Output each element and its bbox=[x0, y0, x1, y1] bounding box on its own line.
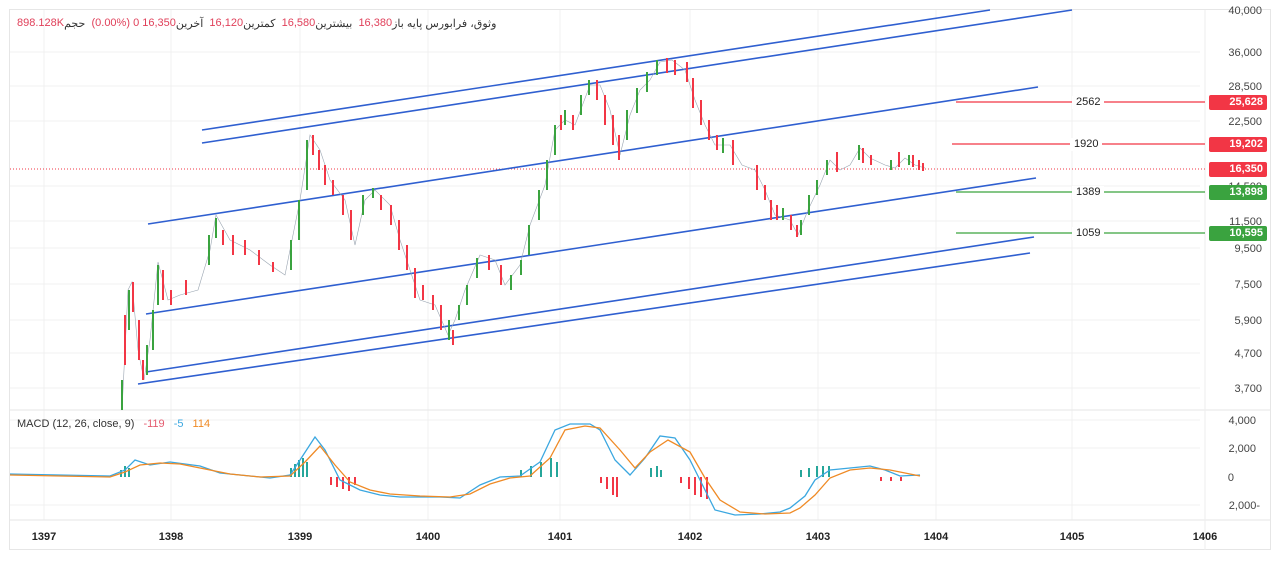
time-axis[interactable]: 1397 1398 1399 1400 1401 1402 1403 1404 … bbox=[32, 531, 1217, 543]
change-value: 0 (0.00%) bbox=[91, 17, 140, 29]
last-value: 16,350 bbox=[142, 17, 176, 29]
svg-text:1400: 1400 bbox=[416, 531, 440, 543]
svg-text:1404: 1404 bbox=[924, 531, 949, 543]
low-label: کمترین bbox=[243, 18, 276, 30]
svg-text:4,000: 4,000 bbox=[1228, 415, 1256, 427]
macd-legend[interactable]: MACD (12, 26, close, 9) -119 -5 114 bbox=[17, 418, 210, 430]
svg-text:2,000: 2,000 bbox=[1228, 443, 1256, 455]
ohlc-legend: وثوق، فرابورس پایه باز 16,380 بیشترین 16,5… bbox=[17, 17, 496, 30]
macd-histogram bbox=[120, 458, 902, 499]
high-label: بیشترین bbox=[315, 18, 353, 30]
svg-text:1399: 1399 bbox=[288, 531, 312, 543]
signal-line bbox=[9, 425, 921, 515]
price-tag-25628: 25,628 bbox=[1209, 95, 1267, 110]
svg-text:5,900: 5,900 bbox=[1234, 315, 1262, 327]
level-label-2562: 2562 bbox=[1072, 96, 1105, 109]
price-tag-10595: 10,595 bbox=[1209, 226, 1267, 241]
svg-text:36,000: 36,000 bbox=[1228, 47, 1262, 59]
low-value: 16,120 bbox=[209, 17, 244, 29]
macd-histogram-value: -119 bbox=[143, 418, 165, 430]
macd-axis[interactable]: 4,000 2,000 0 2,000- bbox=[1228, 415, 1260, 512]
level-label-1059: 1059 bbox=[1072, 227, 1105, 240]
price-tag-current: 16,350 bbox=[1209, 162, 1267, 177]
level-lines[interactable] bbox=[952, 101, 1205, 234]
svg-text:4,700: 4,700 bbox=[1234, 348, 1262, 360]
symbol-name: وثوق، فرابورس پایه bbox=[406, 18, 497, 30]
price-tag-13898: 13,898 bbox=[1209, 185, 1267, 200]
open-value: 16,380 bbox=[358, 17, 393, 29]
open-label: باز bbox=[392, 18, 404, 30]
svg-text:1398: 1398 bbox=[159, 531, 183, 543]
macd-signal-value: 114 bbox=[192, 418, 211, 430]
macd-title: MACD (12, 26, close, 9) bbox=[17, 418, 135, 430]
trend-channel-lines[interactable] bbox=[137, 9, 1073, 385]
level-label-1389: 1389 bbox=[1072, 186, 1105, 199]
svg-text:40,000: 40,000 bbox=[1228, 5, 1262, 17]
svg-text:1401: 1401 bbox=[548, 531, 572, 543]
svg-text:22,500: 22,500 bbox=[1228, 116, 1262, 128]
svg-text:1403: 1403 bbox=[806, 531, 830, 543]
svg-text:1405: 1405 bbox=[1060, 531, 1084, 543]
candlesticks[interactable] bbox=[121, 58, 926, 411]
svg-text:11,500: 11,500 bbox=[1229, 216, 1262, 228]
svg-text:3,700: 3,700 bbox=[1234, 383, 1262, 395]
high-value: 16,580 bbox=[281, 17, 316, 29]
svg-text:1406: 1406 bbox=[1193, 531, 1217, 543]
svg-text:9,500: 9,500 bbox=[1234, 243, 1262, 255]
last-label: آخرین bbox=[175, 18, 204, 30]
svg-text:1397: 1397 bbox=[32, 531, 56, 543]
volume-label: حجم bbox=[64, 18, 86, 30]
svg-text:2,000-: 2,000- bbox=[1229, 500, 1261, 512]
svg-text:28,500: 28,500 bbox=[1228, 81, 1262, 93]
macd-line bbox=[9, 423, 921, 516]
level-label-1920: 1920 bbox=[1070, 138, 1103, 151]
svg-text:7,500: 7,500 bbox=[1234, 279, 1262, 291]
svg-text:1402: 1402 bbox=[678, 531, 702, 543]
macd-value: -5 bbox=[173, 418, 184, 430]
chart-frame bbox=[9, 9, 1271, 550]
price-tag-19202: 19,202 bbox=[1209, 137, 1267, 152]
grid bbox=[10, 10, 1206, 520]
price-axis[interactable]: 40,000 36,000 28,500 22,500 14,500 11,50… bbox=[1228, 5, 1262, 395]
volume-value: 898.128K bbox=[17, 17, 65, 29]
svg-text:0: 0 bbox=[1228, 472, 1234, 484]
